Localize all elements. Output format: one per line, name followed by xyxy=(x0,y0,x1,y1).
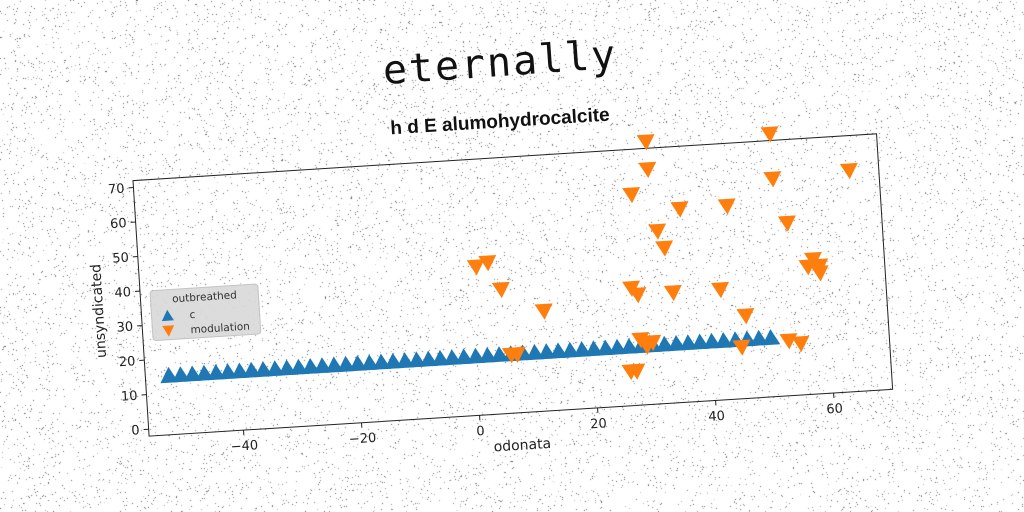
y-tick-label: 20 xyxy=(118,354,135,370)
data-point-modulation xyxy=(638,161,657,178)
x-tick-label: 20 xyxy=(590,416,607,432)
data-point-modulation xyxy=(777,215,796,232)
y-tick-label: 60 xyxy=(110,216,127,232)
x-tick-label: −40 xyxy=(230,438,258,455)
x-tick-label: 0 xyxy=(476,424,485,439)
data-point-modulation xyxy=(636,134,655,151)
y-tick-label: 30 xyxy=(116,320,133,336)
data-point-modulation xyxy=(711,281,729,299)
chart-title: h d E alumohydrocalcite xyxy=(390,105,610,140)
data-point-modulation xyxy=(791,335,810,353)
legend-marker-c xyxy=(161,309,174,322)
data-point-modulation xyxy=(736,308,755,325)
y-tick-label: 10 xyxy=(121,389,138,405)
x-tick-label: 60 xyxy=(826,401,843,417)
legend-box xyxy=(149,283,262,341)
data-point-modulation xyxy=(491,281,510,299)
data-point-modulation xyxy=(663,284,682,302)
data-point-modulation xyxy=(670,201,689,218)
data-point-modulation xyxy=(466,259,485,276)
y-axis-label: unsyndicated xyxy=(88,263,110,358)
y-tick-label: 70 xyxy=(108,182,125,198)
data-point-modulation xyxy=(839,162,858,180)
x-tick-label: 40 xyxy=(708,409,725,425)
plot-frame xyxy=(132,133,894,437)
data-point-modulation xyxy=(732,339,751,356)
y-tick-label: 50 xyxy=(112,251,129,267)
x-tick-label: −20 xyxy=(348,431,376,448)
data-point-modulation xyxy=(628,287,647,304)
y-tick-label: 40 xyxy=(114,285,131,301)
plot-marks xyxy=(160,126,858,384)
data-point-modulation xyxy=(763,171,782,188)
data-point-c xyxy=(762,329,781,346)
data-point-modulation xyxy=(478,254,497,272)
legend-marker-modulation xyxy=(162,325,175,337)
data-point-modulation xyxy=(622,186,641,204)
data-point-modulation xyxy=(507,346,526,363)
data-point-modulation xyxy=(534,303,553,320)
data-point-modulation xyxy=(655,240,674,257)
data-point-modulation xyxy=(717,198,736,215)
data-point-modulation xyxy=(627,363,646,380)
x-axis: −40 −20 0 20 40 60 xyxy=(230,392,843,455)
data-point-modulation xyxy=(643,334,662,352)
x-axis-label: odonata xyxy=(493,436,551,456)
data-point-modulation xyxy=(810,265,829,282)
legend: outbreathed c modulation xyxy=(149,283,262,341)
y-axis: 0 10 20 30 40 50 60 70 xyxy=(108,182,149,439)
legend-label-c: c xyxy=(189,309,196,321)
data-point-modulation xyxy=(648,223,667,240)
data-point-modulation xyxy=(760,126,779,143)
y-tick-label: 0 xyxy=(131,423,140,438)
legend-label-modulation: modulation xyxy=(190,321,250,337)
legend-title: outbreathed xyxy=(172,289,237,305)
